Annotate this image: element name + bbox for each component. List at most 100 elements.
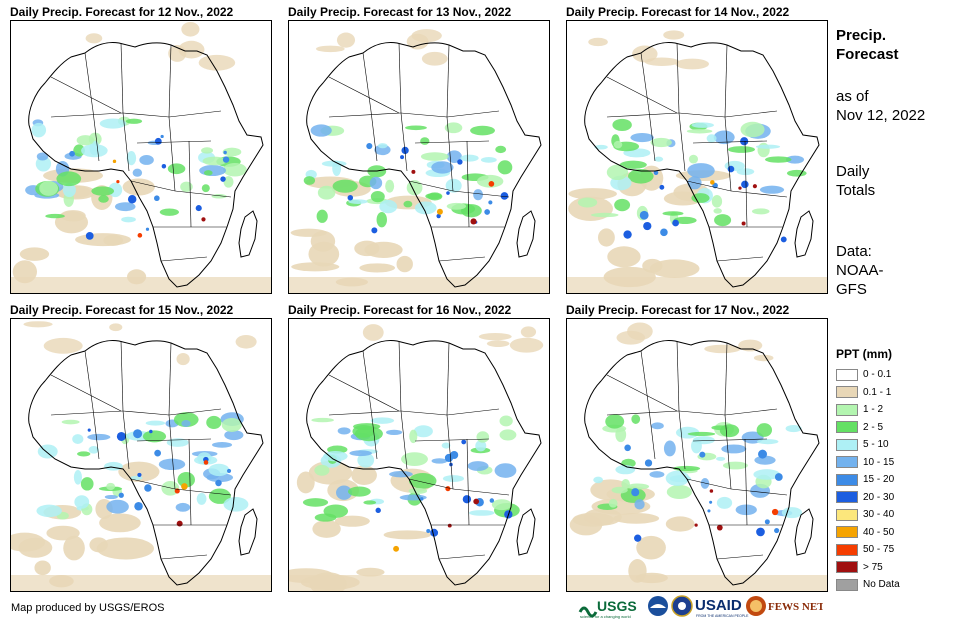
extreme-rain-cell bbox=[116, 179, 120, 184]
legend-item: 0.1 - 1 bbox=[836, 384, 900, 402]
rain-cell bbox=[88, 445, 99, 454]
country-border bbox=[400, 410, 408, 470]
africa-coastline bbox=[306, 340, 542, 586]
rain-cell bbox=[499, 415, 513, 427]
rain-cell bbox=[310, 124, 332, 137]
forecast-title-line1: Precip. bbox=[836, 27, 887, 44]
drizzle-patch bbox=[11, 532, 46, 552]
rain-cell bbox=[311, 417, 334, 423]
legend-swatch bbox=[836, 491, 858, 504]
rain-cell bbox=[56, 171, 82, 187]
drizzle-patch bbox=[583, 508, 622, 526]
rain-cell bbox=[302, 498, 329, 507]
legend-item: 20 - 30 bbox=[836, 489, 900, 507]
usgs-logo-text: USGS bbox=[597, 598, 637, 614]
country-border bbox=[648, 408, 656, 460]
southern-band bbox=[289, 575, 549, 591]
rain-cell bbox=[615, 427, 627, 443]
panel-title: Daily Precip. Forecast for 15 Nov., 2022 bbox=[10, 303, 234, 317]
drizzle-patch bbox=[704, 344, 741, 354]
madagascar-coastline bbox=[238, 210, 258, 258]
heavy-rain-cell bbox=[500, 192, 509, 200]
rain-cell bbox=[691, 122, 714, 128]
heavy-rain-cell bbox=[154, 195, 160, 202]
country-border bbox=[730, 190, 788, 198]
country-border bbox=[640, 350, 650, 410]
heavy-rain-cell bbox=[144, 484, 152, 492]
heavy-rain-cell bbox=[223, 150, 227, 155]
rain-cell bbox=[181, 419, 191, 427]
rain-cell bbox=[167, 163, 186, 175]
rain-cell bbox=[722, 461, 748, 470]
country-border bbox=[84, 52, 94, 112]
usaid-logo: USAID FROM THE AMERICAN PEOPLE bbox=[695, 597, 749, 618]
country-border bbox=[168, 414, 176, 490]
rain-cell bbox=[323, 451, 348, 462]
rain-cell bbox=[389, 471, 413, 478]
rain-cell bbox=[74, 495, 90, 509]
country-border bbox=[438, 554, 486, 560]
as-of-label: as of bbox=[836, 88, 869, 105]
legend-label: 10 - 15 bbox=[863, 456, 895, 468]
southern-band bbox=[567, 277, 827, 293]
rain-cell bbox=[420, 137, 430, 145]
rain-cell bbox=[765, 156, 792, 163]
rain-cell bbox=[45, 213, 65, 219]
rain-cell bbox=[332, 179, 358, 193]
heavy-rain-cell bbox=[741, 180, 749, 189]
rain-cell bbox=[206, 415, 222, 430]
country-border bbox=[168, 116, 176, 192]
extreme-rain-cell bbox=[181, 483, 188, 490]
heavy-rain-cell bbox=[436, 213, 441, 219]
extreme-rain-cell bbox=[488, 181, 495, 187]
rain-cell bbox=[497, 160, 513, 175]
rain-cell bbox=[208, 488, 231, 504]
legend-swatch bbox=[836, 543, 858, 556]
drizzle-patch bbox=[19, 247, 50, 261]
heavy-rain-cell bbox=[420, 497, 424, 501]
legend-label: 0 - 0.1 bbox=[863, 369, 892, 381]
rain-cell bbox=[336, 485, 353, 500]
legend-label: 20 - 30 bbox=[863, 491, 895, 503]
heavy-rain-cell bbox=[624, 444, 631, 452]
drizzle-patch bbox=[336, 32, 356, 48]
rain-cell bbox=[357, 452, 375, 468]
legend-label: 0.1 - 1 bbox=[863, 386, 892, 398]
panel-title: Daily Precip. Forecast for 12 Nov., 2022 bbox=[10, 5, 234, 19]
rain-cell bbox=[222, 147, 242, 157]
rain-cell bbox=[349, 450, 372, 457]
usaid-logo-text: USAID bbox=[695, 597, 742, 614]
country-border bbox=[408, 180, 454, 192]
drizzle-patch bbox=[85, 33, 103, 44]
rain-cell bbox=[369, 176, 383, 190]
country-border bbox=[174, 190, 232, 198]
heavy-rain-cell bbox=[639, 210, 649, 220]
heavy-rain-cell bbox=[161, 164, 167, 169]
drizzle-patch bbox=[34, 560, 51, 576]
legend-label: 30 - 40 bbox=[863, 509, 895, 521]
heavy-rain-cell bbox=[707, 509, 711, 513]
extreme-rain-cell bbox=[752, 184, 757, 189]
legend-label: 1 - 2 bbox=[863, 404, 884, 416]
drizzle-patch bbox=[396, 255, 413, 273]
rain-cell bbox=[139, 155, 154, 165]
heavy-rain-cell bbox=[160, 134, 164, 139]
rain-cell bbox=[754, 455, 776, 465]
legend-swatch bbox=[836, 578, 858, 591]
rain-cell bbox=[212, 442, 233, 448]
country-border bbox=[400, 410, 448, 416]
rain-cell bbox=[494, 463, 517, 478]
country-border bbox=[606, 374, 678, 412]
extreme-rain-cell bbox=[473, 498, 480, 505]
rain-cell bbox=[125, 118, 143, 124]
rain-cell bbox=[626, 483, 650, 490]
country-border bbox=[400, 112, 408, 172]
rain-cell bbox=[721, 444, 747, 454]
rain-cell bbox=[337, 427, 351, 435]
rain-cell bbox=[724, 160, 745, 171]
rain-cell bbox=[409, 429, 418, 444]
rain-cell bbox=[126, 151, 137, 166]
country-border bbox=[446, 116, 454, 192]
country-border bbox=[724, 110, 778, 118]
heavy-rain-cell bbox=[375, 507, 381, 514]
